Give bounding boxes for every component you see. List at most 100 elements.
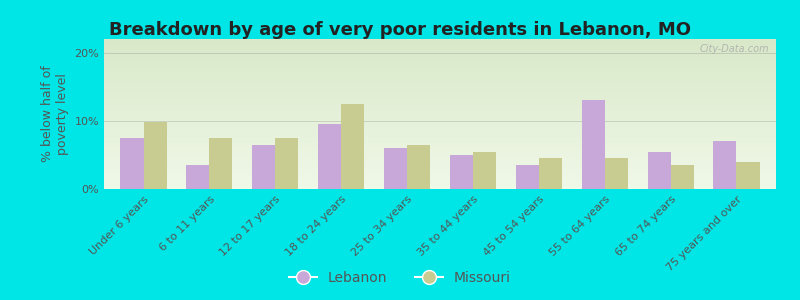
Bar	[104, 112, 776, 114]
Bar	[104, 129, 776, 130]
Bar	[104, 74, 776, 75]
Bar	[104, 117, 776, 118]
Bar	[104, 69, 776, 70]
Bar	[341, 104, 364, 189]
Bar	[104, 70, 776, 72]
Bar	[104, 183, 776, 184]
Bar	[104, 78, 776, 80]
Bar	[104, 128, 776, 129]
Bar	[104, 184, 776, 186]
Text: Breakdown by age of very poor residents in Lebanon, MO: Breakdown by age of very poor residents …	[109, 21, 691, 39]
Bar	[539, 158, 562, 189]
Bar	[104, 102, 776, 104]
Bar	[318, 124, 341, 189]
Bar	[104, 40, 776, 42]
Bar	[104, 100, 776, 102]
Bar	[104, 105, 776, 106]
Bar	[104, 188, 776, 189]
Bar	[104, 51, 776, 52]
Bar	[104, 57, 776, 58]
Bar	[104, 72, 776, 74]
Bar	[104, 39, 776, 40]
Bar	[104, 88, 776, 90]
Bar	[104, 80, 776, 81]
Bar	[104, 148, 776, 150]
Bar	[104, 66, 776, 68]
Bar	[252, 145, 275, 189]
Bar	[104, 46, 776, 48]
Bar	[605, 158, 628, 189]
Bar	[104, 159, 776, 160]
Bar	[104, 90, 776, 92]
Bar	[104, 178, 776, 180]
Bar	[104, 81, 776, 82]
Bar	[104, 96, 776, 98]
Bar	[121, 138, 143, 189]
Bar	[104, 42, 776, 44]
Bar	[104, 75, 776, 76]
Bar	[104, 126, 776, 128]
Bar	[104, 94, 776, 96]
Bar	[104, 169, 776, 171]
Bar	[104, 60, 776, 61]
Bar	[104, 45, 776, 46]
Bar	[104, 68, 776, 69]
Bar	[104, 85, 776, 87]
Text: City-Data.com: City-Data.com	[700, 44, 770, 53]
Bar	[104, 123, 776, 124]
Bar	[104, 147, 776, 148]
Y-axis label: % below half of
poverty level: % below half of poverty level	[41, 66, 69, 162]
Bar	[104, 82, 776, 84]
Bar	[104, 84, 776, 86]
Bar	[104, 120, 776, 122]
Bar	[104, 134, 776, 135]
Bar	[104, 111, 776, 112]
Bar	[104, 141, 776, 142]
Bar	[104, 156, 776, 158]
Bar	[104, 160, 776, 162]
Bar	[104, 99, 776, 100]
Bar	[104, 48, 776, 50]
Bar	[104, 98, 776, 99]
Bar	[210, 138, 233, 189]
Bar	[104, 180, 776, 182]
Bar	[104, 153, 776, 154]
Bar	[104, 58, 776, 60]
Bar	[104, 167, 776, 168]
Bar	[104, 144, 776, 146]
Bar	[104, 176, 776, 177]
Bar	[104, 122, 776, 123]
Bar	[104, 61, 776, 63]
Bar	[104, 76, 776, 78]
Bar	[104, 164, 776, 165]
Bar	[143, 122, 166, 189]
Bar	[275, 138, 298, 189]
Bar	[407, 145, 430, 189]
Bar	[104, 172, 776, 174]
Bar	[104, 165, 776, 166]
Bar	[104, 118, 776, 120]
Bar	[104, 132, 776, 134]
Bar	[104, 138, 776, 140]
Bar	[104, 142, 776, 144]
Bar	[104, 150, 776, 152]
Bar	[104, 92, 776, 93]
Bar	[450, 155, 473, 189]
Bar	[384, 148, 407, 189]
Bar	[104, 124, 776, 126]
Bar	[104, 93, 776, 94]
Bar	[104, 146, 776, 147]
Bar	[104, 50, 776, 51]
Bar	[582, 100, 605, 189]
Bar	[104, 44, 776, 45]
Bar	[104, 182, 776, 183]
Bar	[473, 152, 496, 189]
Bar	[186, 165, 210, 189]
Bar	[104, 168, 776, 170]
Bar	[104, 136, 776, 138]
Bar	[104, 152, 776, 153]
Bar	[104, 135, 776, 136]
Bar	[737, 162, 759, 189]
Bar	[104, 106, 776, 108]
Legend: Lebanon, Missouri: Lebanon, Missouri	[283, 265, 517, 290]
